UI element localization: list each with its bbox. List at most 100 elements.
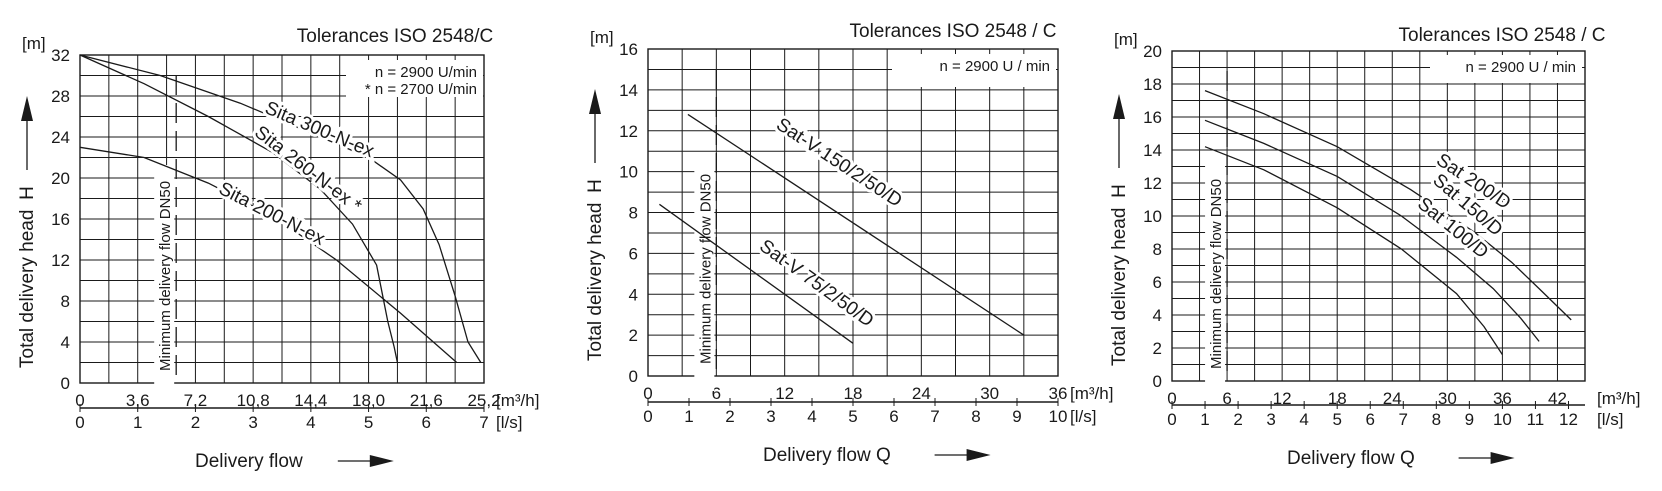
secondary-x-tick-label: 10 <box>1493 410 1512 429</box>
y-tick-label: 32 <box>51 46 70 65</box>
plot-frame <box>1171 50 1586 382</box>
x-tick-label: 36 <box>1049 384 1068 403</box>
secondary-x-tick-label: 11 <box>1527 410 1545 429</box>
series-curve <box>659 203 854 344</box>
y-unit: [m] <box>590 28 614 47</box>
y-tick-label: 12 <box>51 251 70 270</box>
x-tick-label: 42 <box>1548 389 1567 408</box>
x-tick-label: 3,6 <box>126 391 150 410</box>
y-tick-label: 0 <box>1153 372 1162 391</box>
secondary-x-tick-label: 9 <box>1465 410 1474 429</box>
x-tick-label: 6 <box>712 384 721 403</box>
x-tick-label: 6 <box>1222 389 1231 408</box>
min-flow-label-bg <box>694 159 715 391</box>
secondary-x-tick-label: 4 <box>807 407 816 426</box>
x-tick-label: 0 <box>643 384 652 403</box>
y-tick-label: 6 <box>629 244 638 263</box>
x-tick-label: 18,0 <box>352 391 385 410</box>
y-tick-label: 4 <box>61 333 70 352</box>
x-axis-arrow-icon <box>966 449 991 461</box>
x-tick-label: 21,6 <box>410 391 443 410</box>
chart-1: Tolerances ISO 2548/C n = 2900 U/min* n =… <box>17 26 539 472</box>
y-tick-label: 6 <box>1153 273 1162 292</box>
secondary-x-tick-label: 7 <box>479 413 488 432</box>
y-tick-label: 2 <box>629 326 638 345</box>
y-tick-label: 20 <box>51 169 70 188</box>
chart-grid <box>79 54 485 384</box>
chart-2: Tolerances ISO 2548 / C n = 2900 U / min 0… <box>585 21 1113 466</box>
secondary-x-tick-label: 3 <box>248 413 257 432</box>
secondary-x-tick-label: 0 <box>75 413 84 432</box>
chart-title: Tolerances ISO 2548 / C <box>850 21 1057 42</box>
x-axis-arrow-icon <box>1490 452 1515 464</box>
y-tick-label: 0 <box>61 374 70 393</box>
x-unit: [m³/h] <box>1070 384 1113 403</box>
secondary-x-tick-label: 3 <box>1266 410 1275 429</box>
secondary-x-tick-label: 5 <box>1332 410 1341 429</box>
y-tick-label: 8 <box>1153 240 1162 259</box>
x-axis-title: Delivery flow Q <box>763 445 891 466</box>
x-tick-label: 12 <box>775 384 794 403</box>
chart-title: Tolerances ISO 2548 / C <box>1399 25 1606 46</box>
min-flow-label: Minimum delivery flow DN50 <box>157 181 174 371</box>
secondary-x-tick-label: 8 <box>971 407 980 426</box>
secondary-x-unit: [l/s] <box>1070 407 1096 426</box>
series-curve <box>1204 89 1572 321</box>
secondary-x-tick-label: 0 <box>643 407 652 426</box>
y-tick-label: 16 <box>1143 108 1162 127</box>
series-curve <box>79 146 458 363</box>
y-tick-label: 14 <box>1143 141 1162 160</box>
secondary-x-tick-label: 10 <box>1049 407 1068 426</box>
x-tick-label: 24 <box>1383 389 1402 408</box>
secondary-x-unit: [l/s] <box>496 413 522 432</box>
y-axis-arrow-icon <box>21 96 33 121</box>
x-tick-label: 36 <box>1493 389 1512 408</box>
speed-note: n = 2900 U / min <box>1466 59 1576 76</box>
y-axis-symbol: H <box>1109 184 1130 198</box>
x-axis-arrow-icon <box>369 455 394 467</box>
x-axis-title: Delivery flow <box>195 451 303 472</box>
series-curve <box>79 54 399 363</box>
y-tick-label: 18 <box>1143 75 1162 94</box>
secondary-x-tick-label: 2 <box>1233 410 1242 429</box>
chart-3: Tolerances ISO 2548 / C n = 2900 U / min 0… <box>1109 25 1640 469</box>
y-tick-label: 10 <box>619 163 638 182</box>
plot-frame <box>79 54 485 384</box>
plot-frame <box>647 48 1059 377</box>
secondary-x-tick-label: 5 <box>848 407 857 426</box>
secondary-x-tick-label: 8 <box>1432 410 1441 429</box>
secondary-x-tick-label: 4 <box>1299 410 1308 429</box>
y-axis-arrow-icon <box>1113 94 1125 119</box>
y-tick-label: 16 <box>51 210 70 229</box>
y-tick-label: 28 <box>51 87 70 106</box>
series-curve <box>687 113 1025 336</box>
x-tick-label: 0 <box>75 391 84 410</box>
series-curve <box>1204 119 1540 342</box>
y-unit: [m] <box>1114 30 1138 49</box>
secondary-x-tick-label: 6 <box>422 413 431 432</box>
secondary-x-tick-label: 1 <box>684 407 693 426</box>
y-tick-label: 20 <box>1143 42 1162 61</box>
x-tick-label: 0 <box>1167 389 1176 408</box>
info-box <box>892 54 1056 87</box>
y-unit: [m] <box>22 34 46 53</box>
secondary-x-tick-label: 7 <box>1399 410 1408 429</box>
secondary-x-tick-label: 1 <box>133 413 142 432</box>
secondary-x-tick-label: 3 <box>766 407 775 426</box>
secondary-x-unit: [l/s] <box>1597 410 1623 429</box>
x-tick-label: 18 <box>1328 389 1347 408</box>
info-box <box>1430 55 1582 83</box>
chart-grid <box>1171 50 1586 382</box>
x-tick-label: 7,2 <box>184 391 208 410</box>
y-tick-label: 4 <box>1153 306 1162 325</box>
min-flow-label: Minimum delivery flow DN50 <box>1208 179 1225 369</box>
secondary-x-tick-label: 2 <box>725 407 734 426</box>
y-tick-label: 12 <box>1143 174 1162 193</box>
y-tick-label: 8 <box>61 292 70 311</box>
y-tick-label: 16 <box>619 40 638 59</box>
y-tick-label: 8 <box>629 204 638 223</box>
x-tick-label: 12 <box>1273 389 1292 408</box>
y-tick-label: 10 <box>1143 207 1162 226</box>
secondary-x-tick-label: 2 <box>191 413 200 432</box>
x-tick-label: 18 <box>844 384 863 403</box>
